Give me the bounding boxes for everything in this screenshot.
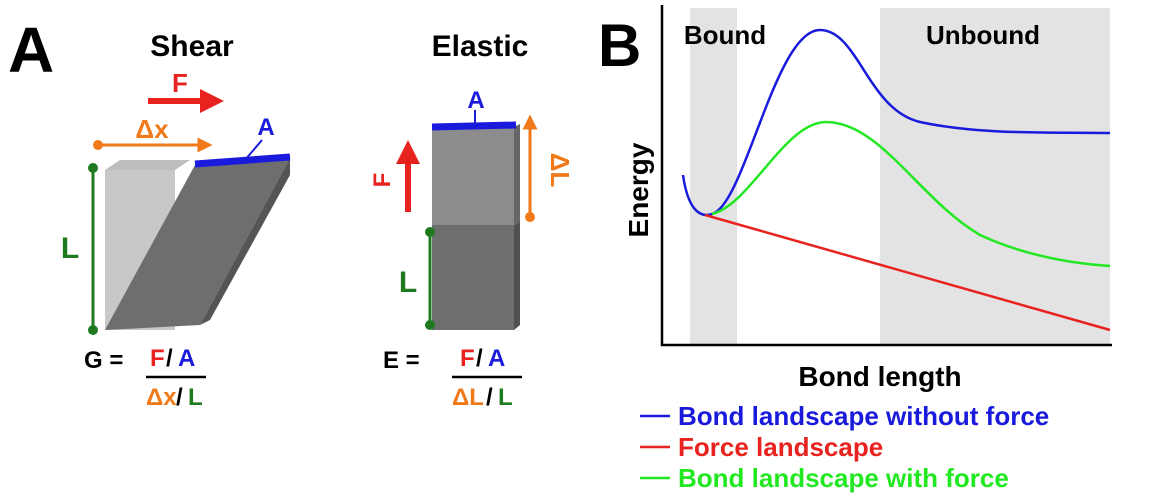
formula-part: ΔL bbox=[452, 384, 484, 411]
formula-part: L bbox=[498, 384, 513, 411]
panel-label: B bbox=[598, 12, 641, 79]
formula-part: F bbox=[150, 345, 165, 372]
legend-label: Bond landscape with force bbox=[678, 463, 1009, 493]
y-axis-label: Energy bbox=[623, 142, 654, 237]
region-label: Bound bbox=[684, 20, 766, 50]
formula-part: F bbox=[460, 345, 475, 372]
displacement-label: ΔL bbox=[545, 153, 575, 188]
formula-part: / bbox=[476, 345, 483, 372]
formula-part: L bbox=[188, 384, 203, 411]
formula-part: Δx bbox=[146, 384, 177, 411]
formula-part: / bbox=[486, 384, 493, 411]
x-axis-label: Bond length bbox=[798, 361, 961, 392]
panel-label: A bbox=[8, 14, 54, 86]
formula-part: A bbox=[488, 345, 505, 372]
formula-lhs: E = bbox=[383, 347, 420, 374]
force-label: F bbox=[172, 68, 188, 98]
region-label: Unbound bbox=[926, 20, 1040, 50]
shear-title: Shear bbox=[150, 30, 234, 63]
formula-part: / bbox=[176, 384, 183, 411]
area-label: A bbox=[257, 114, 274, 141]
elastic-block bbox=[408, 110, 535, 330]
figure: A Shear Elastic F Δx A L G = F / A Δx / … bbox=[0, 0, 1158, 498]
formula-lhs: G = bbox=[84, 347, 123, 374]
formula-part: / bbox=[166, 345, 173, 372]
area-label: A bbox=[467, 87, 484, 114]
elastic-formula: E = F / A ΔL / L bbox=[383, 345, 522, 411]
shear-formula: G = F / A Δx / L bbox=[84, 345, 206, 411]
bound-region bbox=[690, 8, 737, 345]
legend-label: Force landscape bbox=[678, 432, 883, 462]
length-label: L bbox=[61, 232, 79, 265]
formula-part: A bbox=[178, 345, 195, 372]
legend-label: Bond landscape without force bbox=[678, 401, 1049, 431]
length-label: L bbox=[399, 266, 417, 299]
unbound-region bbox=[880, 8, 1110, 345]
elastic-title: Elastic bbox=[432, 30, 529, 63]
force-label: F bbox=[369, 173, 396, 188]
displacement-label: Δx bbox=[135, 114, 169, 144]
